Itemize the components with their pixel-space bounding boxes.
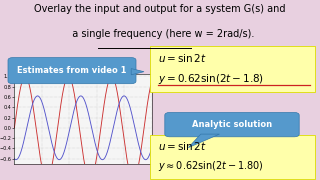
Text: Overlay the input and output for a system G(s) and: Overlay the input and output for a syste… xyxy=(34,4,286,14)
Text: $y \approx 0.62\sin(2t-1.80)$: $y \approx 0.62\sin(2t-1.80)$ xyxy=(158,159,264,173)
Text: $y = 0.62\sin(2t-1.8)$: $y = 0.62\sin(2t-1.8)$ xyxy=(158,72,264,86)
Text: Estimates from video 1: Estimates from video 1 xyxy=(17,66,127,75)
Text: $u = \sin 2t$: $u = \sin 2t$ xyxy=(158,140,207,152)
Text: Analytic solution: Analytic solution xyxy=(192,120,272,129)
Text: a single frequency (here w = 2rad/s).: a single frequency (here w = 2rad/s). xyxy=(66,29,254,39)
Text: $u = \sin 2t$: $u = \sin 2t$ xyxy=(158,52,207,64)
